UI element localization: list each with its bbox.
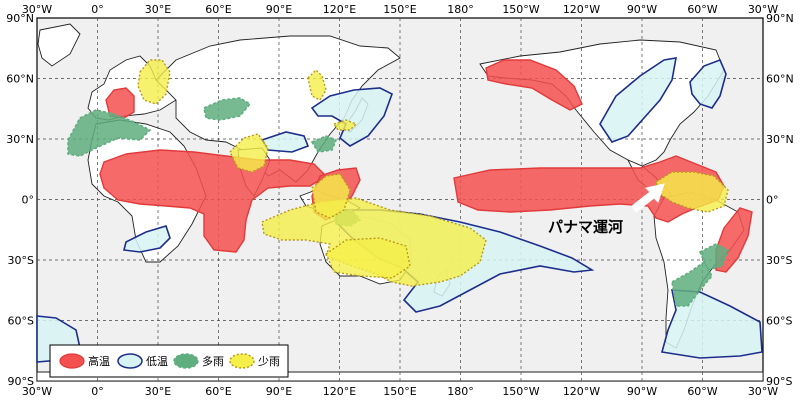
bottom-lon-label: 60°E <box>205 385 231 398</box>
legend-swatch <box>117 353 143 369</box>
panama-arrow <box>631 183 665 213</box>
bottom-lon-label: 150°E <box>383 385 416 398</box>
bottom-lon-label: 180° <box>447 385 474 398</box>
legend-swatch <box>59 353 85 369</box>
right-lat-labels: 90°N 60°N 30°N 0° 30°S 60°S 90°S <box>766 12 794 388</box>
top-lon-label: 90°W <box>627 3 657 16</box>
top-lon-label: 30°W <box>748 3 778 16</box>
left-lat-label: 0° <box>22 194 35 207</box>
bottom-lon-label: 150°W <box>502 385 539 398</box>
low-temp-south-atlantic <box>660 289 763 359</box>
top-lon-label: 90°E <box>266 3 292 16</box>
bottom-lon-label: 120°E <box>323 385 356 398</box>
top-lon-label: 120°E <box>323 3 356 16</box>
dry-australia <box>325 237 411 279</box>
high-temp-africa-asia <box>99 149 328 253</box>
legend: 高温 低温 多雨 少雨 <box>49 344 289 378</box>
top-lon-label: 60°E <box>205 3 231 16</box>
legend-item-low-temp: 低温 <box>117 353 168 369</box>
legend-label: 多雨 <box>202 354 224 368</box>
legend-label: 高温 <box>88 354 110 368</box>
top-lon-label: 0° <box>91 3 104 16</box>
left-lat-label: 90°N <box>6 12 34 25</box>
right-lat-label: 60°N <box>766 73 794 86</box>
legend-swatch <box>173 353 199 369</box>
dry-maritime <box>311 173 351 219</box>
dry-regions <box>137 59 729 287</box>
dry-panama <box>655 171 729 213</box>
high-temp-alaska <box>485 59 583 111</box>
low-temp-north-america-west <box>599 57 677 143</box>
right-lat-label: 30°N <box>766 133 794 146</box>
dry-siberia <box>307 69 327 101</box>
legend-item-dry: 少雨 <box>229 353 280 369</box>
legend-label: 低温 <box>146 355 168 368</box>
legend-item-high-temp: 高温 <box>59 353 110 369</box>
wet-europe <box>67 109 152 157</box>
left-lat-label: 30°N <box>6 133 34 146</box>
bottom-lon-label: 120°W <box>563 385 600 398</box>
high-temp-regions <box>99 59 753 273</box>
top-lon-label: 30°E <box>145 3 171 16</box>
bottom-lon-labels: 30°W 0° 30°E 60°E 90°E 120°E 150°E 180° … <box>22 385 778 398</box>
right-lat-label: 90°N <box>766 12 794 25</box>
asia <box>155 35 401 183</box>
bottom-lon-label: 30°W <box>748 385 778 398</box>
top-lon-labels: 30°W 0° 30°E 60°E 90°E 120°E 150°E 180° … <box>22 3 778 16</box>
legend-item-wet: 多雨 <box>173 353 224 369</box>
right-lat-label: 0° <box>766 194 779 207</box>
bottom-lon-label: 30°W <box>22 385 52 398</box>
dry-japan <box>332 119 358 131</box>
top-lon-label: 60°W <box>687 3 717 16</box>
bottom-lon-label: 90°W <box>627 385 657 398</box>
top-lon-label: 150°E <box>383 3 416 16</box>
greenland <box>37 23 81 67</box>
wet-south-america-south <box>671 260 713 307</box>
left-lat-labels: 90°N 60°N 30°N 0° 30°S 60°S 90°S <box>6 12 34 388</box>
left-lat-label: 60°N <box>6 73 34 86</box>
wet-east-china <box>310 135 338 153</box>
top-lon-label: 180° <box>447 3 474 16</box>
dry-scandinavia <box>137 59 171 105</box>
wet-south-america-east <box>698 243 730 271</box>
top-lon-label: 150°W <box>502 3 539 16</box>
bottom-lon-label: 30°E <box>145 385 171 398</box>
left-lat-label: 90°S <box>8 375 34 388</box>
bottom-lon-label: 0° <box>91 385 104 398</box>
legend-label: 少雨 <box>258 355 280 368</box>
panama-canal-label: パナマ運河 <box>548 218 623 236</box>
dry-india <box>229 133 269 173</box>
legend-swatch <box>229 353 255 369</box>
left-lat-label: 30°S <box>8 254 34 267</box>
right-lat-label: 30°S <box>766 254 792 267</box>
top-lon-label: 120°W <box>563 3 600 16</box>
left-lat-label: 60°S <box>8 315 34 328</box>
bottom-lon-label: 90°E <box>266 385 292 398</box>
right-lat-label: 60°S <box>766 315 792 328</box>
wet-central-asia <box>203 97 252 121</box>
right-lat-label: 90°S <box>766 375 792 388</box>
wet-regions <box>67 97 730 307</box>
low-temp-south-africa <box>123 225 171 253</box>
low-temp-canada-east <box>689 58 727 109</box>
top-lon-label: 30°W <box>22 3 52 16</box>
bottom-lon-label: 60°W <box>687 385 717 398</box>
low-temp-east-asia <box>310 87 393 147</box>
